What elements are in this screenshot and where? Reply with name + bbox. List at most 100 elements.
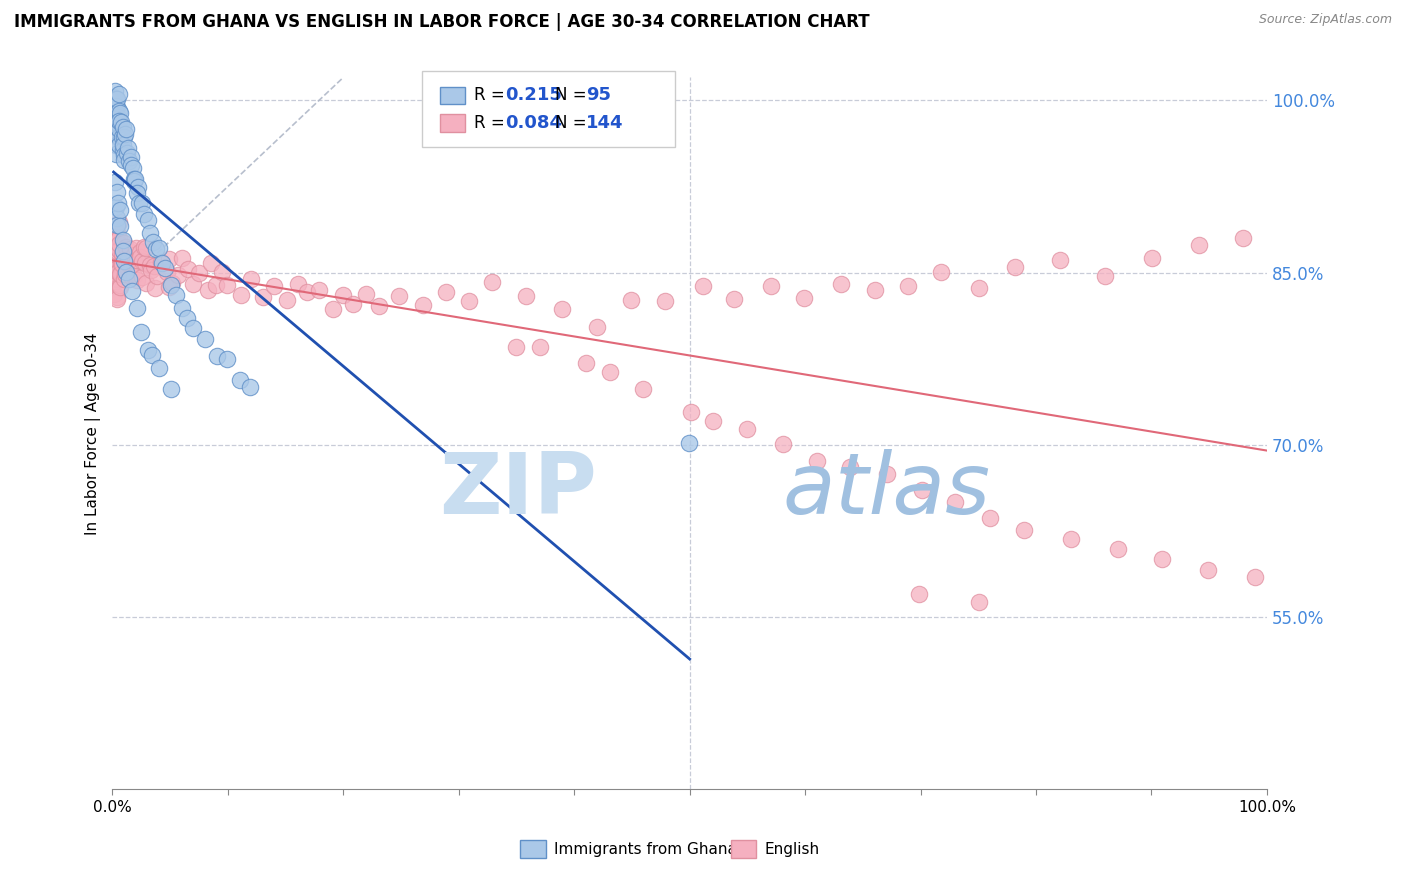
- Point: [772, 437, 794, 451]
- Point: [105, 100, 128, 114]
- Point: [229, 373, 252, 387]
- Point: [104, 106, 127, 120]
- Point: [239, 380, 262, 394]
- Point: [153, 260, 176, 275]
- Point: [165, 288, 187, 302]
- Point: [118, 272, 141, 286]
- Point: [127, 180, 149, 194]
- Point: [104, 85, 127, 99]
- Point: [702, 414, 724, 428]
- Text: Source: ZipAtlas.com: Source: ZipAtlas.com: [1258, 13, 1392, 27]
- Point: [128, 196, 150, 211]
- Point: [121, 284, 143, 298]
- Point: [141, 263, 163, 277]
- Point: [136, 343, 159, 358]
- Point: [211, 265, 233, 279]
- Point: [104, 99, 127, 113]
- Text: IMMIGRANTS FROM GHANA VS ENGLISH IN LABOR FORCE | AGE 30-34 CORRELATION CHART: IMMIGRANTS FROM GHANA VS ENGLISH IN LABO…: [14, 13, 870, 31]
- Point: [112, 244, 135, 258]
- Point: [141, 348, 163, 362]
- Point: [105, 292, 128, 306]
- Point: [103, 236, 125, 251]
- Text: 0.215: 0.215: [505, 87, 561, 104]
- Point: [127, 186, 149, 200]
- Point: [148, 241, 170, 255]
- Point: [979, 511, 1001, 525]
- Point: [131, 269, 153, 284]
- Point: [332, 288, 354, 302]
- Point: [132, 207, 155, 221]
- Point: [108, 243, 131, 257]
- Point: [620, 293, 643, 308]
- Point: [692, 279, 714, 293]
- Point: [112, 138, 135, 153]
- Point: [131, 253, 153, 268]
- Point: [194, 332, 217, 346]
- Point: [145, 242, 167, 256]
- Point: [115, 240, 138, 254]
- Point: [105, 219, 128, 233]
- Point: [322, 302, 344, 317]
- Point: [112, 253, 135, 268]
- Point: [252, 290, 274, 304]
- Point: [105, 233, 128, 247]
- Point: [135, 241, 157, 255]
- Point: [125, 253, 148, 268]
- Point: [111, 247, 134, 261]
- Point: [908, 587, 931, 601]
- Point: [200, 255, 222, 269]
- Point: [104, 116, 127, 130]
- Point: [142, 259, 165, 273]
- Point: [457, 294, 479, 309]
- Point: [111, 257, 134, 271]
- Point: [943, 494, 966, 508]
- Point: [205, 349, 228, 363]
- Point: [967, 281, 990, 295]
- Point: [136, 213, 159, 227]
- Text: ZIP: ZIP: [440, 449, 598, 532]
- Point: [865, 283, 887, 297]
- Point: [107, 215, 129, 229]
- Point: [159, 382, 181, 396]
- Point: [142, 235, 165, 249]
- Point: [599, 365, 621, 379]
- Point: [127, 273, 149, 287]
- Point: [205, 278, 228, 293]
- Point: [131, 325, 153, 339]
- Point: [354, 287, 377, 301]
- Point: [120, 268, 142, 283]
- Point: [115, 258, 138, 272]
- Point: [112, 153, 135, 167]
- Text: Immigrants from Ghana: Immigrants from Ghana: [554, 842, 737, 856]
- Point: [723, 293, 745, 307]
- Point: [101, 100, 124, 114]
- Point: [134, 256, 156, 270]
- Point: [105, 137, 128, 152]
- Point: [150, 256, 173, 270]
- Point: [931, 265, 953, 279]
- Point: [121, 161, 143, 175]
- Point: [103, 91, 125, 105]
- Point: [188, 266, 211, 280]
- Point: [436, 285, 458, 299]
- Point: [103, 244, 125, 258]
- Point: [108, 231, 131, 245]
- Point: [108, 137, 131, 152]
- Point: [108, 87, 131, 101]
- Point: [1107, 542, 1129, 557]
- Point: [115, 145, 138, 160]
- Point: [103, 277, 125, 292]
- Point: [105, 272, 128, 286]
- Point: [631, 382, 654, 396]
- Point: [122, 268, 145, 283]
- Point: [135, 276, 157, 290]
- Point: [104, 262, 127, 277]
- Point: [105, 244, 128, 258]
- Point: [368, 299, 391, 313]
- Point: [388, 289, 411, 303]
- Point: [110, 257, 132, 271]
- Point: [103, 98, 125, 112]
- Point: [412, 298, 434, 312]
- Point: [505, 340, 527, 354]
- Point: [806, 453, 828, 467]
